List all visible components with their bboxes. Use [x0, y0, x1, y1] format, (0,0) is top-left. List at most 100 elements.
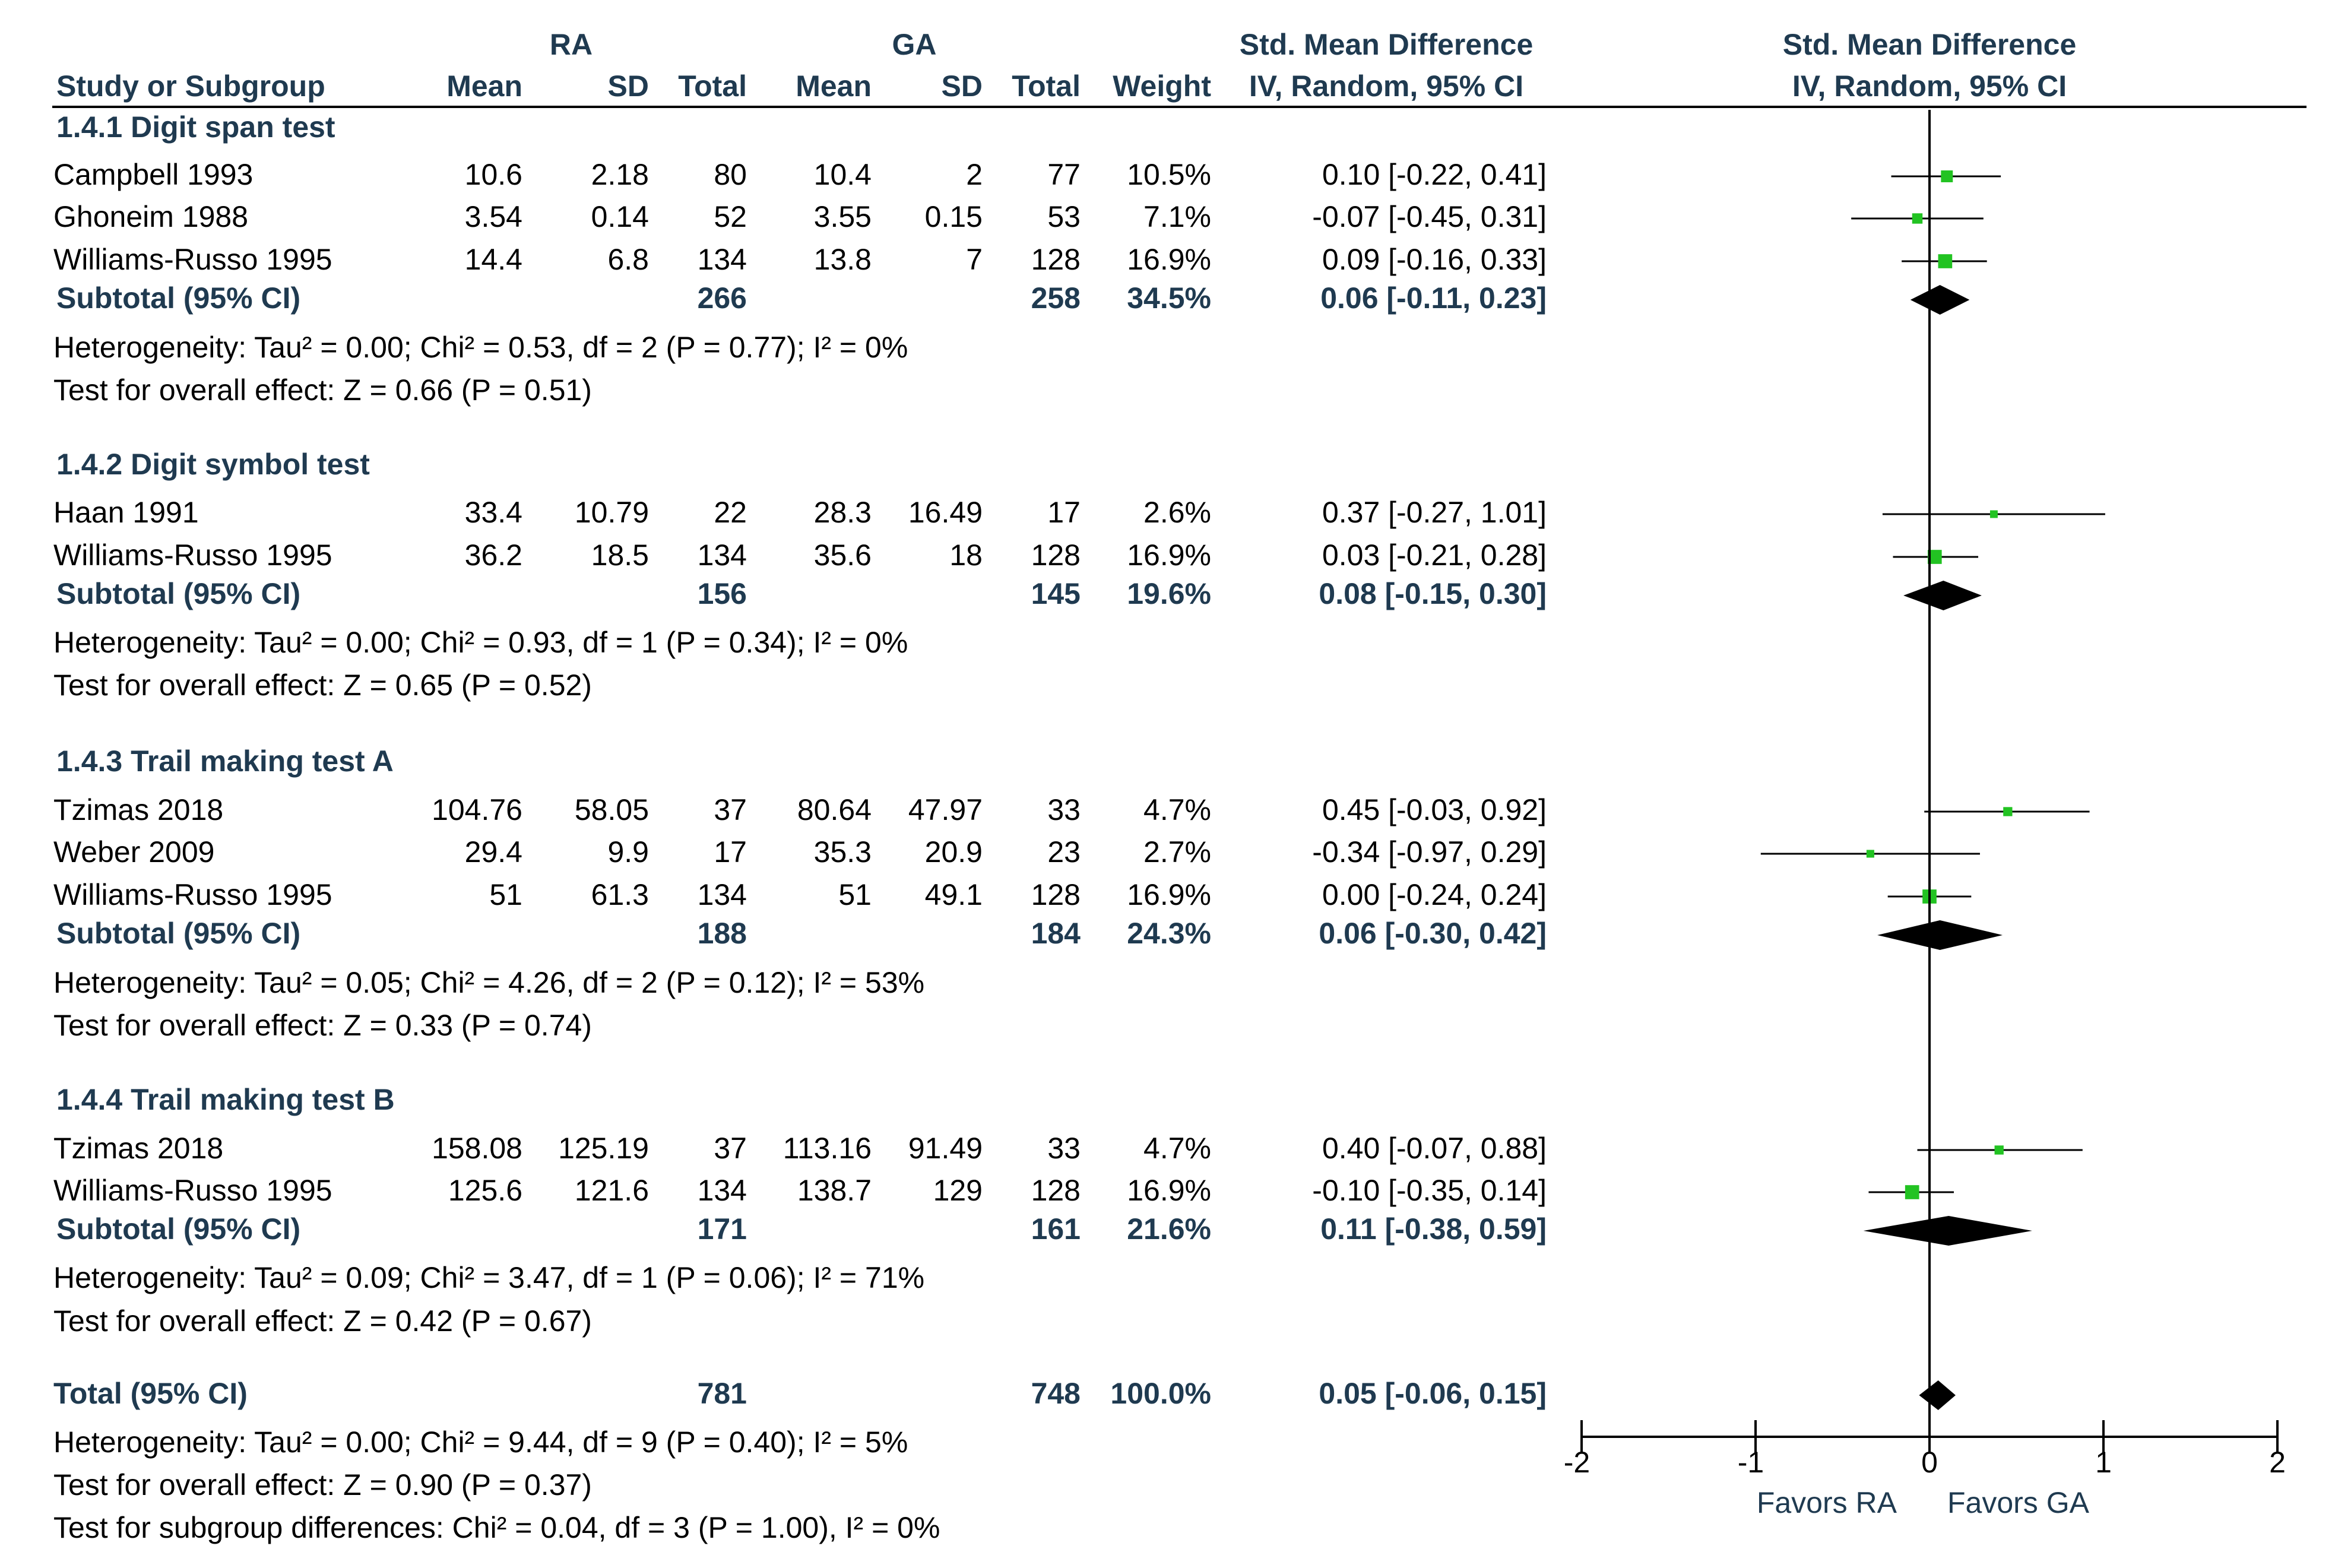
heterogeneity-text: Heterogeneity: Tau² = 0.00; Chi² = 0.93,… — [53, 626, 908, 659]
cell-ci: -0.07 [-0.45, 0.31] — [1312, 200, 1547, 233]
study-name: Haan 1991 — [53, 496, 199, 529]
point-estimate — [2003, 807, 2013, 816]
subtotal-ra-total: 156 — [698, 577, 747, 610]
cell-ra-sd: 6.8 — [607, 243, 649, 276]
cell-ra-sd: 121.6 — [575, 1174, 649, 1207]
subtotal-diamond — [1910, 285, 1970, 315]
cell-ra-mean: 51 — [489, 878, 522, 911]
cell-ga-sd: 49.1 — [925, 878, 983, 911]
cell-ga-mean: 51 — [838, 878, 872, 911]
cell-ra-sd: 125.19 — [558, 1132, 649, 1165]
cell-ci: -0.34 [-0.97, 0.29] — [1312, 835, 1547, 869]
subtotal-ga-total: 184 — [1031, 917, 1081, 950]
cell-ra-total: 37 — [714, 793, 747, 826]
cell-ra-sd: 18.5 — [591, 538, 649, 572]
study-name: Williams-Russo 1995 — [53, 878, 332, 911]
cell-ga-total: 23 — [1047, 835, 1081, 869]
header-ga-sd: SD — [942, 69, 983, 103]
total-ra-total: 781 — [698, 1377, 747, 1410]
cell-ra-mean: 14.4 — [465, 243, 522, 276]
point-estimate — [1989, 510, 1998, 518]
cell-ra-mean: 104.76 — [432, 793, 522, 826]
cell-ga-total: 33 — [1047, 793, 1081, 826]
cell-ra-sd: 58.05 — [575, 793, 649, 826]
cell-weight: 16.9% — [1127, 1174, 1211, 1207]
header-ga: GA — [892, 28, 937, 61]
cell-ci: -0.10 [-0.35, 0.14] — [1312, 1174, 1547, 1207]
header-smd-left-2: IV, Random, 95% CI — [1249, 69, 1523, 103]
cell-weight: 7.1% — [1143, 200, 1211, 233]
study-name: Williams-Russo 1995 — [53, 538, 332, 572]
study-name: Campbell 1993 — [53, 158, 253, 191]
cell-ga-sd: 2 — [966, 158, 983, 191]
header-study: Study or Subgroup — [56, 69, 325, 103]
x-tick-label: -2 — [1564, 1446, 1590, 1479]
cell-ra-total: 22 — [714, 496, 747, 529]
cell-ga-total: 33 — [1047, 1132, 1081, 1165]
subtotal-ra-total: 171 — [698, 1212, 747, 1246]
cell-ra-total: 134 — [698, 878, 747, 911]
cell-ga-mean: 28.3 — [814, 496, 872, 529]
study-name: Williams-Russo 1995 — [53, 1174, 332, 1207]
subgroup-title: 1.4.1 Digit span test — [56, 110, 335, 144]
cell-weight: 4.7% — [1143, 793, 1211, 826]
header-smd-right-2: IV, Random, 95% CI — [1792, 69, 2067, 103]
subtotal-ga-total: 258 — [1031, 281, 1081, 315]
cell-ga-sd: 7 — [966, 243, 983, 276]
subtotal-ci: 0.06 [-0.11, 0.23] — [1320, 281, 1547, 315]
total-weight: 100.0% — [1110, 1377, 1211, 1410]
subtotal-weight: 21.6% — [1127, 1212, 1211, 1246]
cell-ga-mean: 138.7 — [797, 1174, 872, 1207]
point-estimate — [1912, 213, 1923, 224]
cell-ga-sd: 18 — [949, 538, 983, 572]
header-ga-total: Total — [1012, 69, 1081, 103]
subtotal-ci: 0.06 [-0.30, 0.42] — [1319, 917, 1547, 950]
cell-ra-sd: 2.18 — [591, 158, 649, 191]
cell-ra-sd: 9.9 — [607, 835, 649, 869]
cell-ga-sd: 129 — [933, 1174, 983, 1207]
subtotal-label: Subtotal (95% CI) — [56, 917, 300, 950]
heterogeneity-text: Heterogeneity: Tau² = 0.05; Chi² = 4.26,… — [53, 966, 924, 999]
x-tick-label: 0 — [1921, 1446, 1938, 1479]
subtotal-ra-total: 188 — [698, 917, 747, 950]
cell-ra-total: 17 — [714, 835, 747, 869]
cell-ra-total: 37 — [714, 1132, 747, 1165]
header-ga-mean: Mean — [796, 69, 872, 103]
cell-ga-mean: 113.16 — [783, 1132, 872, 1165]
subtotal-diamond — [1903, 581, 1982, 610]
subtotal-weight: 19.6% — [1127, 577, 1211, 610]
subgroup-title: 1.4.3 Trail making test A — [56, 745, 394, 778]
header-ra-sd: SD — [608, 69, 649, 103]
x-tick-label: 2 — [2269, 1446, 2286, 1479]
header-ra-mean: Mean — [446, 69, 522, 103]
header-smd-right-1: Std. Mean Difference — [1783, 28, 2077, 61]
subtotal-weight: 34.5% — [1127, 281, 1211, 315]
study-name: Weber 2009 — [53, 835, 214, 869]
cell-ga-mean: 10.4 — [814, 158, 872, 191]
cell-ra-mean: 125.6 — [448, 1174, 522, 1207]
total-label: Total (95% CI) — [53, 1377, 248, 1410]
heterogeneity-text: Heterogeneity: Tau² = 0.00; Chi² = 0.53,… — [53, 331, 908, 364]
cell-ra-mean: 3.54 — [465, 200, 522, 233]
point-estimate — [1941, 170, 1953, 182]
cell-ga-total: 128 — [1031, 878, 1081, 911]
subtotal-weight: 24.3% — [1127, 917, 1211, 950]
cell-ga-mean: 3.55 — [814, 200, 872, 233]
cell-ga-sd: 16.49 — [908, 496, 983, 529]
subgroup-title: 1.4.2 Digit symbol test — [56, 448, 370, 481]
cell-ga-total: 53 — [1047, 200, 1081, 233]
cell-weight: 10.5% — [1127, 158, 1211, 191]
subtotal-ci: 0.11 [-0.38, 0.59] — [1320, 1212, 1547, 1246]
cell-ga-mean: 35.3 — [814, 835, 872, 869]
point-estimate — [1994, 1145, 2004, 1155]
cell-ra-total: 52 — [714, 200, 747, 233]
cell-ga-sd: 20.9 — [925, 835, 983, 869]
overall-effect-text: Test for overall effect: Z = 0.33 (P = 0… — [53, 1009, 592, 1042]
cell-ga-sd: 47.97 — [908, 793, 983, 826]
cell-ga-sd: 0.15 — [925, 200, 983, 233]
overall-effect-text: Test for overall effect: Z = 0.65 (P = 0… — [53, 669, 592, 702]
header-ra: RA — [550, 28, 593, 61]
overall-effect-text: Test for overall effect: Z = 0.66 (P = 0… — [53, 373, 592, 407]
cell-ra-mean: 29.4 — [465, 835, 522, 869]
